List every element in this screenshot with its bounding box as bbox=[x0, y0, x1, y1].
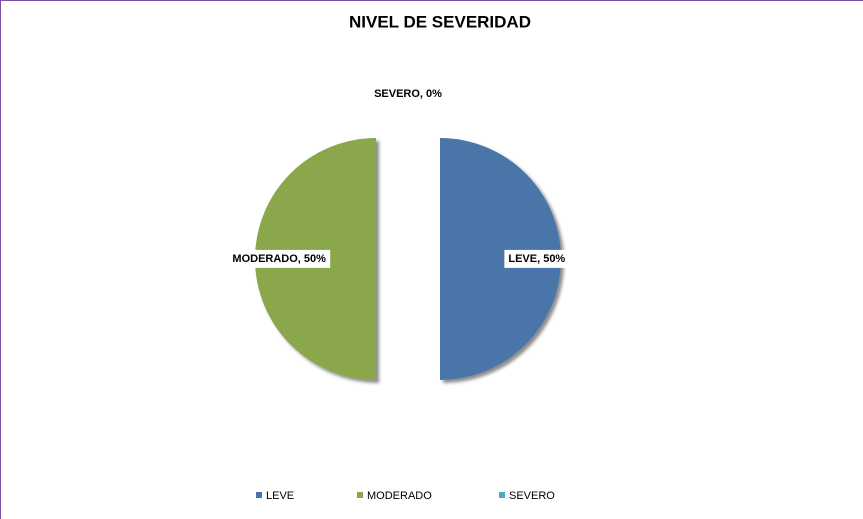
data-label: MODERADO, 50% bbox=[232, 253, 326, 265]
legend-label: LEVE bbox=[266, 490, 294, 502]
legend-swatch bbox=[256, 492, 262, 498]
legend-label: SEVERO bbox=[509, 490, 555, 502]
chart-title: NIVEL DE SEVERIDAD bbox=[349, 12, 531, 31]
pie-slice bbox=[440, 138, 561, 380]
data-labels: LEVE, 50% MODERADO, 50% SEVERO, 0% bbox=[228, 88, 570, 268]
legend-swatch bbox=[499, 492, 505, 498]
data-label: LEVE, 50% bbox=[508, 253, 565, 265]
legend: LEVE MODERADO SEVERO bbox=[256, 490, 555, 502]
data-label-box bbox=[228, 249, 331, 268]
data-label-box bbox=[504, 249, 570, 268]
legend-label: MODERADO bbox=[367, 490, 432, 502]
data-label: SEVERO, 0% bbox=[374, 88, 442, 100]
legend-swatch bbox=[357, 492, 363, 498]
